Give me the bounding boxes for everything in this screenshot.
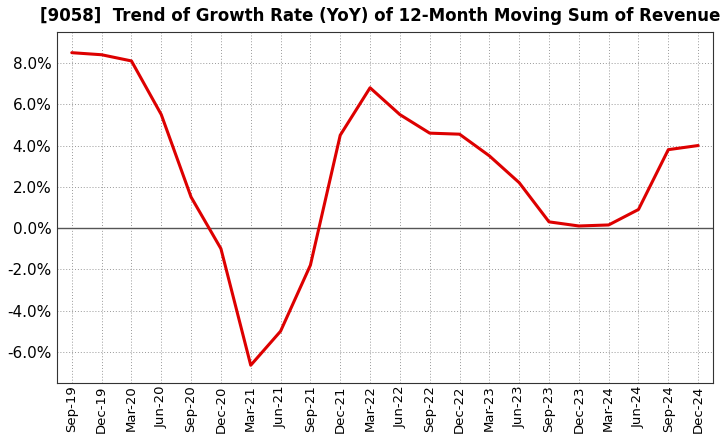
- Title: [9058]  Trend of Growth Rate (YoY) of 12-Month Moving Sum of Revenues: [9058] Trend of Growth Rate (YoY) of 12-…: [40, 7, 720, 25]
